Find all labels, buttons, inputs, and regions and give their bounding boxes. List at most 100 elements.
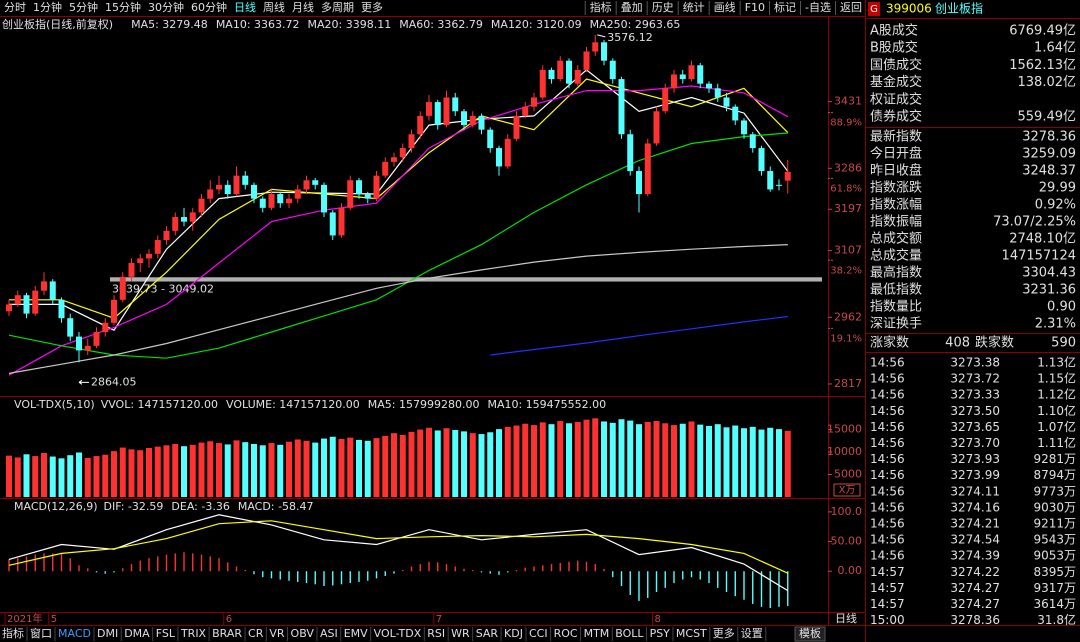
period-tab[interactable]: 周线 <box>263 0 285 14</box>
indicator-tab[interactable]: CCI <box>529 627 548 640</box>
indicator-tab[interactable]: OBV <box>291 627 315 640</box>
toolbar-button[interactable]: 叠加 <box>621 1 643 14</box>
volume-bar <box>522 423 529 497</box>
trade-amount: 1.11亿 <box>1037 435 1076 450</box>
indicator-tab[interactable]: DMA <box>124 627 150 640</box>
indicator-tab[interactable]: 设置 <box>741 627 763 640</box>
trade-amount: 1.15亿 <box>1037 371 1076 386</box>
indicator-tab[interactable]: VR <box>269 627 285 640</box>
period-tab[interactable]: 5分钟 <box>69 0 98 14</box>
indicator-tab[interactable]: TRIX <box>180 627 207 640</box>
period-tab[interactable]: 1分钟 <box>33 0 62 14</box>
indicator-tab[interactable]: MACD <box>58 627 91 640</box>
indicator-tab[interactable]: 更多 <box>713 626 735 640</box>
indicator-tab[interactable]: BOLL <box>615 627 644 640</box>
chart-title: VOL-TDX(5,10) <box>14 398 95 411</box>
toolbar-button[interactable]: 历史 <box>652 1 674 14</box>
volume-bar <box>636 424 642 497</box>
indicator-tab[interactable]: VOL-TDX <box>374 627 422 640</box>
candle-body <box>128 263 135 277</box>
indicator-tab[interactable]: 指标 <box>2 626 24 640</box>
period-tab[interactable]: 30分钟 <box>148 0 184 14</box>
candle-body <box>662 88 669 112</box>
volume-bar <box>216 443 222 497</box>
trade-time: 14:56 <box>870 468 905 482</box>
candle-body <box>504 138 511 167</box>
volume-bar <box>434 430 441 497</box>
high-label: 3576.12 <box>607 31 653 44</box>
indicator-tab[interactable]: SAR <box>476 627 499 640</box>
toolbar-button[interactable]: 画线 <box>714 0 736 14</box>
volume-bar <box>627 420 634 497</box>
volume-bar <box>172 443 179 497</box>
legend-entry: MA5: 3279.48 <box>131 18 208 31</box>
volume-bar <box>321 438 327 497</box>
trade-price: 3273.65 <box>950 420 1000 434</box>
y-tick-label: 0.00 <box>838 564 863 577</box>
candle-body <box>461 111 467 126</box>
toolbar-button[interactable]: -自选 <box>805 1 831 14</box>
indicator-tab[interactable]: ROC <box>554 627 578 640</box>
period-tab[interactable]: 日线 <box>234 0 256 14</box>
toolbar-button[interactable]: 返回 <box>840 1 862 14</box>
toolbar-button[interactable]: 标记 <box>774 0 796 14</box>
volume-bar <box>163 445 170 497</box>
indicator-tab[interactable]: MTM <box>584 627 610 640</box>
candle-body <box>233 175 240 195</box>
candle-body <box>653 111 660 144</box>
candle-body <box>242 175 249 185</box>
indicator-tab[interactable]: KDJ <box>504 627 523 640</box>
pointer <box>597 34 606 38</box>
indicator-tab[interactable]: DMI <box>97 627 118 640</box>
trade-time: 14:57 <box>870 597 905 611</box>
indicator-tab[interactable]: BRAR <box>212 627 242 640</box>
volume-bar <box>461 431 467 497</box>
indicator-tab[interactable]: FSL <box>156 627 176 640</box>
volume-bar <box>443 428 450 497</box>
candle-body <box>522 106 529 116</box>
period-tab[interactable]: 60分钟 <box>191 0 227 14</box>
candle-body <box>391 157 397 162</box>
indicator-tab[interactable]: ASI <box>320 627 338 640</box>
trade-time: 14:56 <box>870 549 905 563</box>
indicator-tab[interactable]: WR <box>451 627 470 640</box>
trade-time: 14:56 <box>870 420 905 434</box>
toolbar-button[interactable]: 指标 <box>590 0 612 14</box>
toolbar-button[interactable]: F10 <box>745 1 765 14</box>
toolbar-button[interactable]: 统计 <box>683 1 705 14</box>
indicator-tab[interactable]: PSY <box>650 627 671 640</box>
legend-entry: MA60: 3362.79 <box>399 18 483 31</box>
period-tab[interactable]: 月线 <box>292 0 314 14</box>
volume-bar <box>338 439 345 497</box>
indicator-tab[interactable]: CR <box>248 627 264 640</box>
period-tab[interactable]: 分时 <box>4 1 26 14</box>
period-tab[interactable]: 多周期 <box>321 0 354 14</box>
trade-amount: 8395万 <box>1033 565 1076 579</box>
volume-bar <box>749 426 756 497</box>
candle-body <box>154 240 161 254</box>
volume-bar <box>609 422 616 497</box>
indicator-tab[interactable]: RSI <box>427 627 445 640</box>
trade-time: 14:56 <box>870 500 905 514</box>
trade-price: 3274.39 <box>950 549 1000 563</box>
period-label: 日线 <box>835 611 857 625</box>
period-tab[interactable]: 15分钟 <box>105 0 141 14</box>
period-tab[interactable]: 更多 <box>361 0 383 14</box>
indicator-tab[interactable]: EMV <box>344 627 368 640</box>
indicator-tab[interactable]: 窗口 <box>30 626 52 640</box>
quote-label: 债券成交 <box>870 109 922 125</box>
volume-bar <box>679 423 686 497</box>
y-tick-label: 2817 <box>834 377 862 390</box>
candle-body <box>338 207 345 236</box>
indicator-tab[interactable]: MCST <box>676 627 707 640</box>
volume-bar <box>137 450 144 497</box>
candle-body <box>767 171 774 190</box>
candle-body <box>714 88 721 98</box>
template-tab[interactable]: 模板 <box>799 626 821 640</box>
candle-body <box>548 69 555 80</box>
trade-time: 15:00 <box>870 613 905 627</box>
trade-price: 3274.54 <box>950 533 1000 547</box>
chart-title: MACD(12,26,9) <box>14 500 98 513</box>
